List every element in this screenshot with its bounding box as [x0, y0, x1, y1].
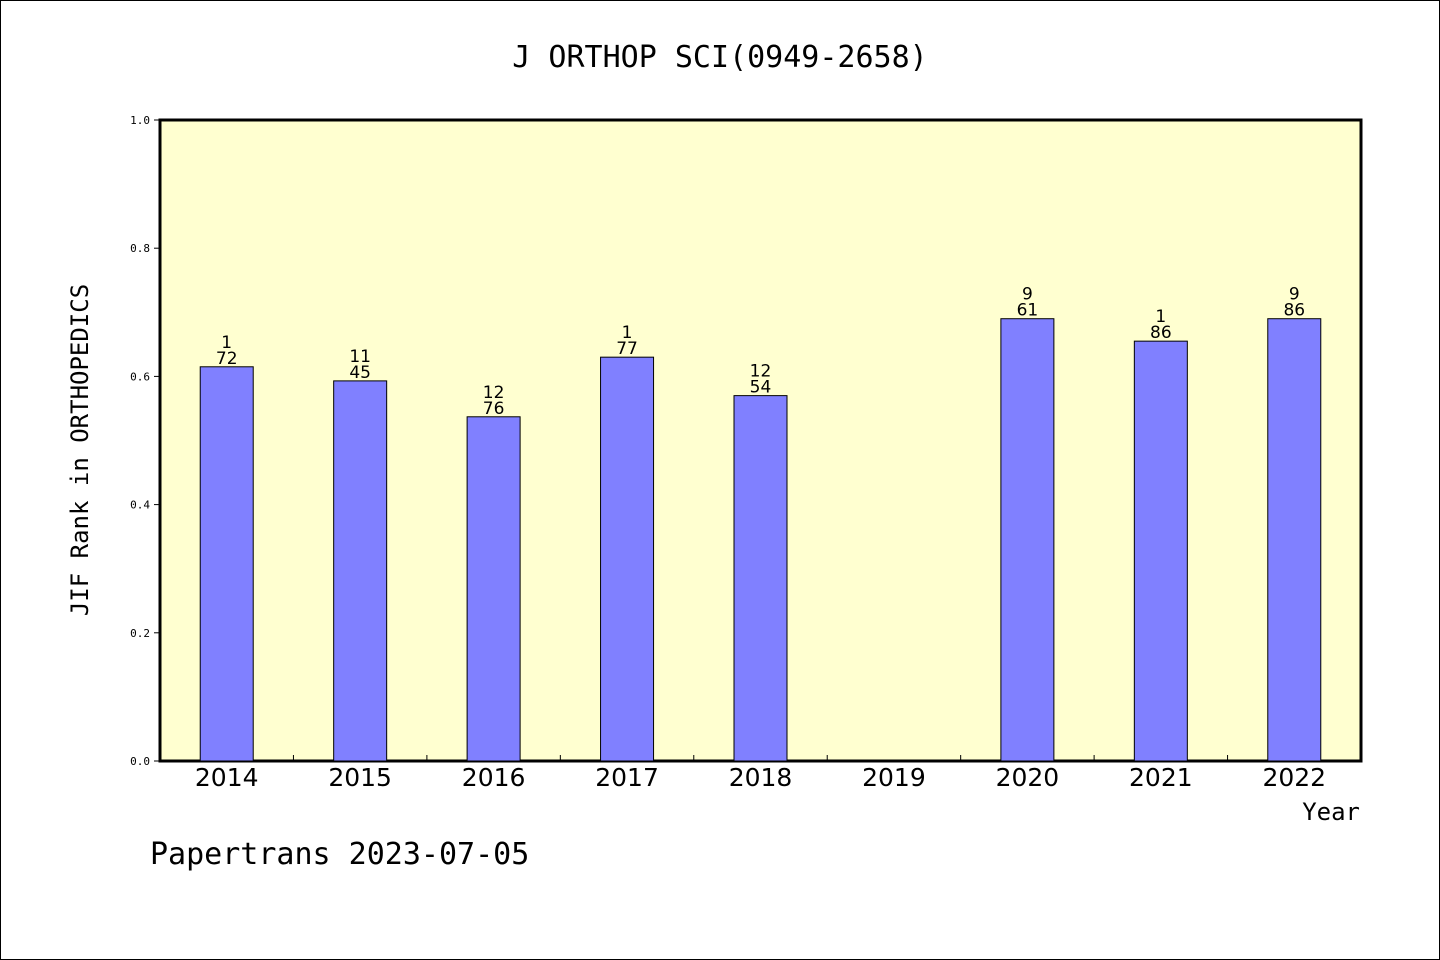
y-tick-label: 0.2: [130, 627, 150, 640]
x-tick-label-2022: 2022: [1262, 763, 1326, 792]
footer-credit: Papertrans 2023-07-05: [150, 837, 529, 872]
bar-label-total-2017: 77: [616, 339, 638, 359]
x-tick-label-2020: 2020: [996, 763, 1060, 792]
bar-label-total-2014: 72: [216, 349, 238, 369]
bar-label-rank-2017: 1: [622, 323, 633, 343]
x-tick-label-2014: 2014: [195, 763, 259, 792]
bar-label-total-2022: 86: [1283, 301, 1305, 321]
x-axis-label: Year: [1302, 798, 1360, 826]
x-tick-label-2015: 2015: [328, 763, 392, 792]
bar-2014: [199, 366, 254, 762]
y-tick-label: 0.4: [130, 499, 150, 512]
x-tick-label-2017: 2017: [595, 763, 659, 792]
bar-2018: [733, 395, 788, 762]
bar-2015: [333, 380, 388, 762]
x-tick-label-2019: 2019: [862, 763, 926, 792]
bar-label-total-2020: 61: [1017, 301, 1039, 321]
bar-label-rank-2014: 1: [221, 333, 232, 353]
bar-label-rank-2018: 12: [750, 362, 772, 382]
x-tick-label-2021: 2021: [1129, 763, 1193, 792]
bar-2020: [1000, 318, 1055, 762]
bar-2021: [1133, 340, 1188, 762]
bar-label-total-2021: 86: [1150, 323, 1172, 343]
y-tick-label: 0.6: [130, 370, 150, 383]
x-tick-label-2016: 2016: [462, 763, 526, 792]
bar-label-rank-2021: 1: [1155, 307, 1166, 327]
chart-title: J ORTHOP SCI(0949-2658): [512, 40, 927, 75]
y-axis-label: JIF Rank in ORTHOPEDICS: [66, 284, 94, 616]
bar-label-total-2015: 45: [349, 363, 371, 383]
bar-label-rank-2020: 9: [1022, 285, 1033, 305]
y-tick-label: 1.0: [130, 114, 150, 127]
bar-2022: [1267, 318, 1322, 762]
bar-label-total-2016: 76: [483, 399, 505, 419]
y-tick-label: 0.0: [130, 755, 150, 768]
bar-2017: [600, 356, 655, 762]
y-tick-label: 0.8: [130, 242, 150, 255]
bar-label-rank-2015: 11: [349, 347, 371, 367]
bar-2016: [466, 416, 521, 762]
bar-label-rank-2022: 9: [1289, 285, 1300, 305]
bar-label-total-2018: 54: [750, 378, 772, 398]
x-tick-label-2018: 2018: [729, 763, 793, 792]
bar-label-rank-2016: 12: [483, 383, 505, 403]
